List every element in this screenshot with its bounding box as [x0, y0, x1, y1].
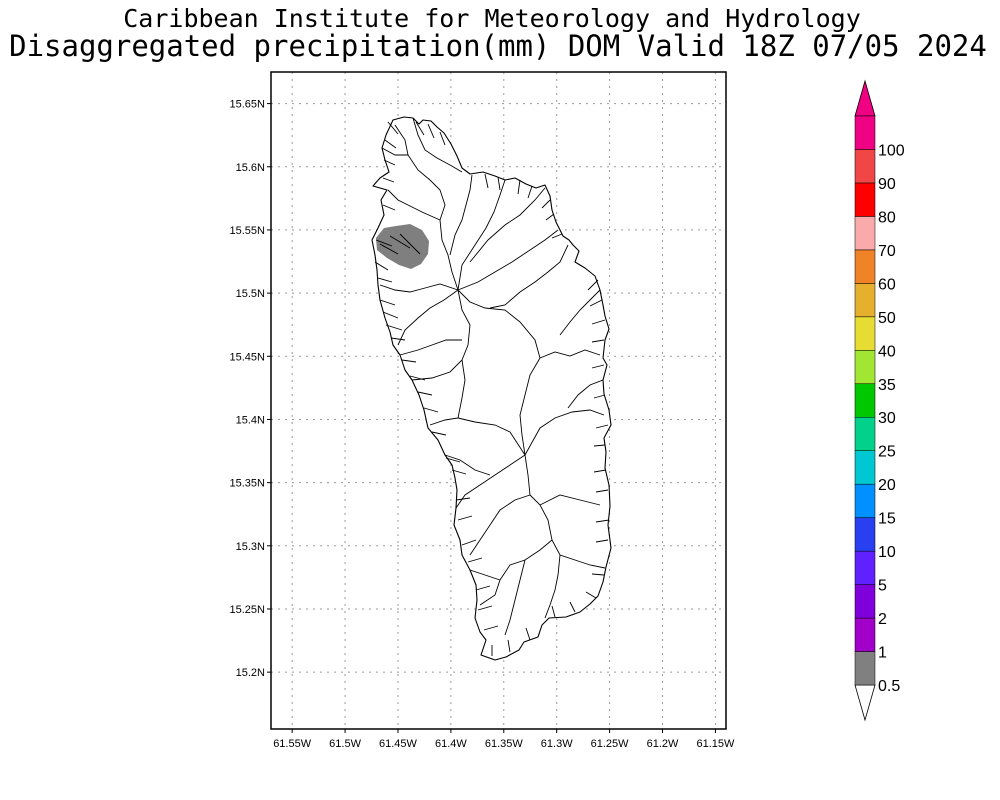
precip-area-0p5-1mm: [376, 224, 429, 269]
colorbar-label: 60: [878, 276, 896, 293]
colorbar-label: 70: [878, 243, 896, 260]
colorbar-label: 10: [878, 544, 896, 561]
colorbar-label: 80: [878, 209, 896, 226]
lon-tick-label: 61.25W: [591, 738, 630, 750]
lon-tick-label: 61.3W: [541, 738, 573, 750]
colorbar-label: 0.5: [878, 678, 900, 695]
colorbar-label: 35: [878, 377, 896, 394]
colorbar-label: 30: [878, 410, 896, 427]
colorbar-swatch: [854, 416, 876, 451]
colorbar-label: 2: [878, 611, 887, 628]
colorbar-over-triangle: [854, 79, 876, 117]
figure-subtitle: Disaggregated precipitation(mm) DOM Vali…: [9, 29, 987, 63]
colorbar-swatch: [854, 350, 876, 385]
lat-tick-label: 15.65N: [230, 99, 266, 111]
colorbar-swatch: [854, 584, 876, 619]
lon-tick-label: 61.4W: [435, 738, 467, 750]
colorbar-under-triangle: [854, 684, 876, 722]
colorbar-swatch: [854, 182, 876, 217]
colorbar-swatch: [854, 517, 876, 552]
colorbar-label: 90: [878, 176, 896, 193]
colorbar-label: 5: [878, 578, 887, 595]
colorbar-swatch: [854, 115, 876, 150]
lon-tick-label: 61.35W: [485, 738, 524, 750]
lat-tick-label: 15.45N: [230, 351, 266, 363]
colorbar-swatch: [854, 249, 876, 284]
lon-tick-label: 61.5W: [329, 738, 361, 750]
longitude-tick-labels: 61.55W 61.5W 61.45W 61.4W 61.35W 61.3W 61.25W 6…: [273, 729, 735, 750]
colorbar-swatch: [854, 283, 876, 318]
figure-title: Caribbean Institute for Meteorology and …: [123, 4, 861, 33]
colorbar-label: 50: [878, 310, 896, 327]
colorbar-swatch: [854, 483, 876, 518]
colorbar-swatch: [854, 450, 876, 485]
lat-tick-label: 15.2N: [236, 667, 265, 679]
lat-tick-label: 15.35N: [230, 478, 266, 490]
colorbar-swatch: [854, 550, 876, 585]
colorbar-label: 1: [878, 645, 887, 662]
lat-tick-label: 15.55N: [230, 225, 266, 237]
colorbar-swatch: [854, 149, 876, 184]
island-outline: [371, 116, 612, 661]
lat-tick-label: 15.3N: [236, 541, 265, 553]
lon-tick-label: 61.15W: [696, 738, 735, 750]
colorbar-label: 20: [878, 477, 896, 494]
lat-tick-label: 15.4N: [236, 414, 265, 426]
coastal-drainage-lines: [374, 121, 610, 656]
lon-tick-label: 61.45W: [379, 738, 418, 750]
lon-tick-label: 61.2W: [647, 738, 679, 750]
colorbar-label: 25: [878, 444, 896, 461]
watershed-boundaries: [379, 117, 606, 636]
latitude-tick-labels: 15.2N 15.25N 15.3N 15.35N 15.4N 15.45N 15.5N 15…: [230, 99, 271, 679]
lon-tick-label: 61.55W: [273, 738, 312, 750]
colorbar-swatch: [854, 216, 876, 251]
colorbar-swatch: [854, 383, 876, 418]
colorbar-label: 15: [878, 511, 896, 528]
colorbar-swatch: [854, 617, 876, 652]
colorbar-swatch: [854, 316, 876, 351]
lat-tick-label: 15.6N: [236, 162, 265, 174]
colorbar-swatch: [854, 651, 876, 686]
lat-tick-label: 15.5N: [236, 288, 265, 300]
colorbar-label: 100: [878, 142, 905, 159]
colorbar-label: 40: [878, 343, 896, 360]
lat-tick-label: 15.25N: [230, 604, 266, 616]
map-frame: [270, 71, 727, 730]
